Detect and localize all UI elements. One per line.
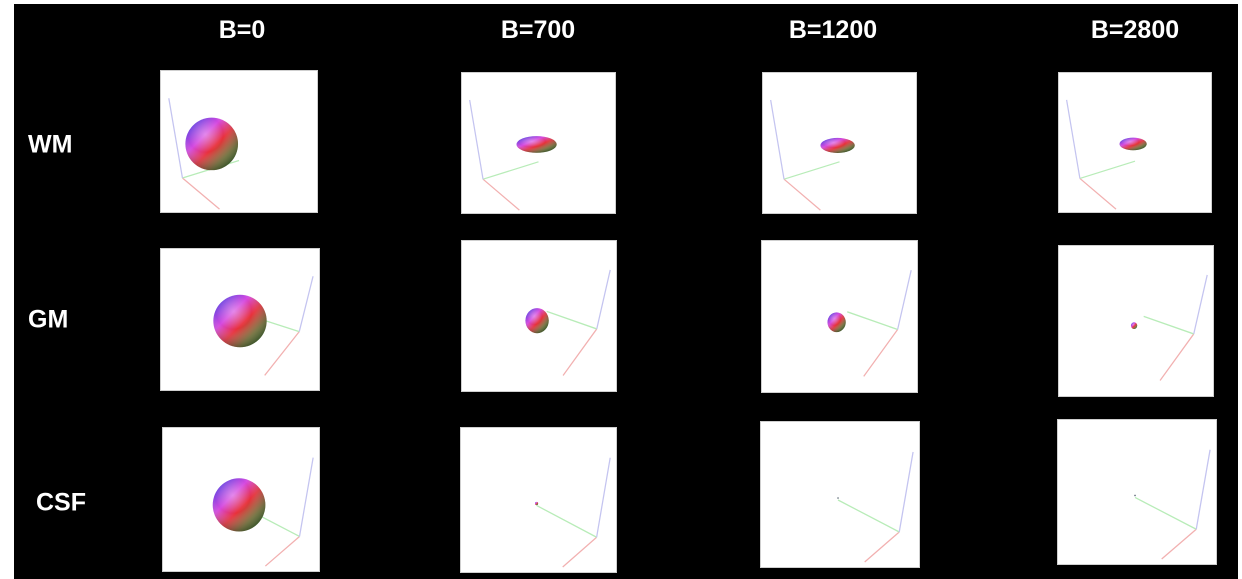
glyph-svg-csf-b1200 (837, 451, 914, 563)
axis-z-line (1193, 274, 1208, 335)
sphere-glyph (525, 308, 549, 334)
glyph-panel-wm-b700 (461, 72, 616, 214)
sphere-glyph (213, 294, 267, 348)
sphere-glyph (1130, 322, 1138, 330)
sphere-glyph (837, 497, 839, 499)
sphere-glyph (1134, 494, 1136, 497)
ellipsoid-glyph (1119, 137, 1147, 151)
axis-z-line (298, 276, 314, 332)
axis-z-line (168, 98, 184, 179)
axis-x-line (1159, 333, 1195, 381)
sphere-glyph (534, 501, 539, 506)
glyph-panel-wm-b0 (160, 70, 318, 213)
row-label-gm: GM (28, 305, 69, 334)
glyph-panel-gm-b1200 (761, 240, 918, 393)
axis-z-line (469, 99, 484, 180)
column-header-b700: B=700 (500, 16, 576, 44)
axis-y-line (1079, 160, 1136, 180)
axis-y-line (482, 161, 539, 180)
sphere-glyph (827, 312, 846, 333)
axis-x-line (264, 535, 300, 567)
ellipsoid-glyph (820, 137, 855, 153)
axis-y-line (783, 161, 840, 180)
axis-x-line (864, 531, 900, 563)
glyph-svg-gm-b700 (525, 269, 611, 376)
axis-y-line (546, 310, 597, 330)
glyph-panel-wm-b1200 (762, 72, 917, 214)
axis-x-line (562, 536, 598, 568)
row-label-csf: CSF (36, 488, 86, 517)
axis-z-line (770, 99, 785, 180)
glyph-svg-gm-b1200 (827, 269, 912, 377)
glyph-panel-csf-b1200 (760, 421, 920, 568)
axis-z-line (1065, 99, 1081, 179)
glyph-panel-csf-b700 (460, 427, 617, 573)
axis-x-line (562, 328, 598, 376)
glyph-panel-wm-b2800 (1058, 72, 1212, 213)
axis-z-line (596, 269, 611, 330)
axis-y-line (1134, 496, 1197, 530)
axis-x-line (1161, 528, 1197, 560)
axis-z-line (596, 457, 611, 538)
glyph-panel-gm-b700 (461, 240, 617, 392)
glyph-panel-gm-b2800 (1058, 245, 1214, 397)
axis-y-line (837, 499, 900, 533)
axis-x-line (182, 177, 220, 210)
axis-x-line (863, 329, 899, 377)
axis-y-line (536, 504, 597, 538)
glyph-svg-csf-b2800 (1134, 449, 1211, 560)
glyph-svg-gm-b0 (213, 276, 314, 376)
sphere-glyph (212, 478, 266, 532)
axis-x-line (1079, 177, 1117, 210)
ellipsoid-glyph (185, 117, 239, 171)
glyph-svg-csf-b700 (534, 457, 611, 568)
column-header-b0: B=0 (218, 16, 266, 44)
glyph-panel-gm-b0 (160, 248, 320, 391)
axis-x-line (264, 331, 300, 376)
glyph-svg-wm-b1200 (770, 99, 855, 211)
axis-x-line (482, 178, 520, 211)
axis-z-line (1195, 449, 1211, 530)
row-label-wm: WM (28, 130, 73, 159)
column-header-b2800: B=2800 (1090, 16, 1180, 44)
axis-z-line (897, 269, 912, 330)
glyph-svg-wm-b0 (168, 98, 240, 210)
glyph-panel-csf-b2800 (1057, 419, 1217, 565)
axis-x-line (783, 178, 821, 211)
glyph-svg-wm-b2800 (1065, 99, 1147, 210)
axis-y-line (1143, 315, 1194, 335)
glyph-svg-csf-b0 (212, 457, 314, 567)
glyph-panel-csf-b0 (162, 427, 320, 572)
axis-z-line (298, 457, 314, 537)
ellipsoid-glyph (516, 136, 557, 153)
axis-z-line (898, 451, 914, 533)
column-header-b1200: B=1200 (788, 16, 878, 44)
axis-y-line (847, 311, 898, 331)
glyph-svg-wm-b700 (469, 99, 557, 211)
glyph-svg-gm-b2800 (1130, 274, 1208, 381)
